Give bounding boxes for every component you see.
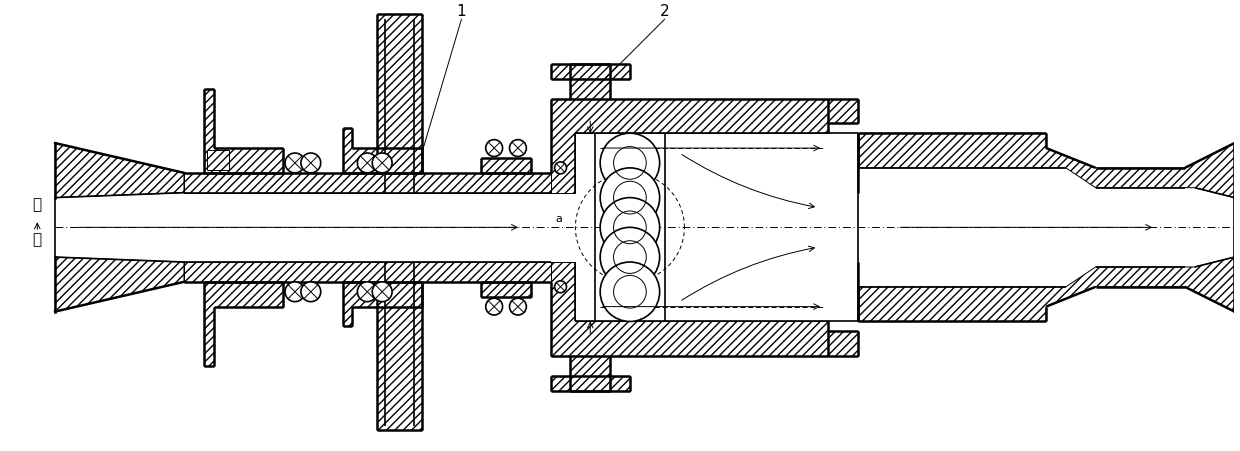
- Polygon shape: [551, 64, 630, 78]
- Circle shape: [510, 298, 526, 315]
- Polygon shape: [551, 262, 858, 356]
- Polygon shape: [342, 128, 422, 173]
- Circle shape: [285, 282, 305, 302]
- Circle shape: [285, 153, 305, 173]
- Polygon shape: [55, 257, 184, 312]
- Text: 介: 介: [32, 198, 42, 212]
- Circle shape: [600, 262, 660, 322]
- Circle shape: [554, 162, 567, 174]
- Circle shape: [510, 140, 526, 156]
- Polygon shape: [551, 376, 630, 391]
- Circle shape: [301, 282, 321, 302]
- Text: 1: 1: [456, 4, 466, 19]
- Circle shape: [372, 282, 392, 302]
- Circle shape: [486, 140, 502, 156]
- Circle shape: [600, 227, 660, 287]
- Polygon shape: [377, 14, 422, 173]
- Polygon shape: [858, 133, 1234, 198]
- Circle shape: [486, 298, 502, 315]
- Polygon shape: [342, 282, 422, 327]
- Circle shape: [600, 168, 660, 227]
- Polygon shape: [481, 158, 531, 173]
- Polygon shape: [184, 262, 551, 282]
- Circle shape: [372, 153, 392, 173]
- Circle shape: [554, 281, 567, 293]
- Polygon shape: [858, 257, 1234, 322]
- Circle shape: [357, 282, 377, 302]
- Polygon shape: [570, 356, 610, 391]
- Polygon shape: [377, 282, 422, 431]
- Text: 质: 质: [32, 232, 42, 247]
- Circle shape: [357, 153, 377, 173]
- Polygon shape: [184, 173, 551, 193]
- Polygon shape: [203, 282, 283, 366]
- Circle shape: [600, 198, 660, 257]
- Polygon shape: [481, 282, 531, 297]
- Polygon shape: [55, 143, 184, 198]
- Text: a: a: [556, 214, 563, 224]
- Circle shape: [301, 153, 321, 173]
- Polygon shape: [551, 98, 858, 193]
- Text: 2: 2: [660, 4, 670, 19]
- Circle shape: [600, 133, 660, 193]
- Polygon shape: [570, 64, 610, 98]
- Polygon shape: [203, 88, 283, 173]
